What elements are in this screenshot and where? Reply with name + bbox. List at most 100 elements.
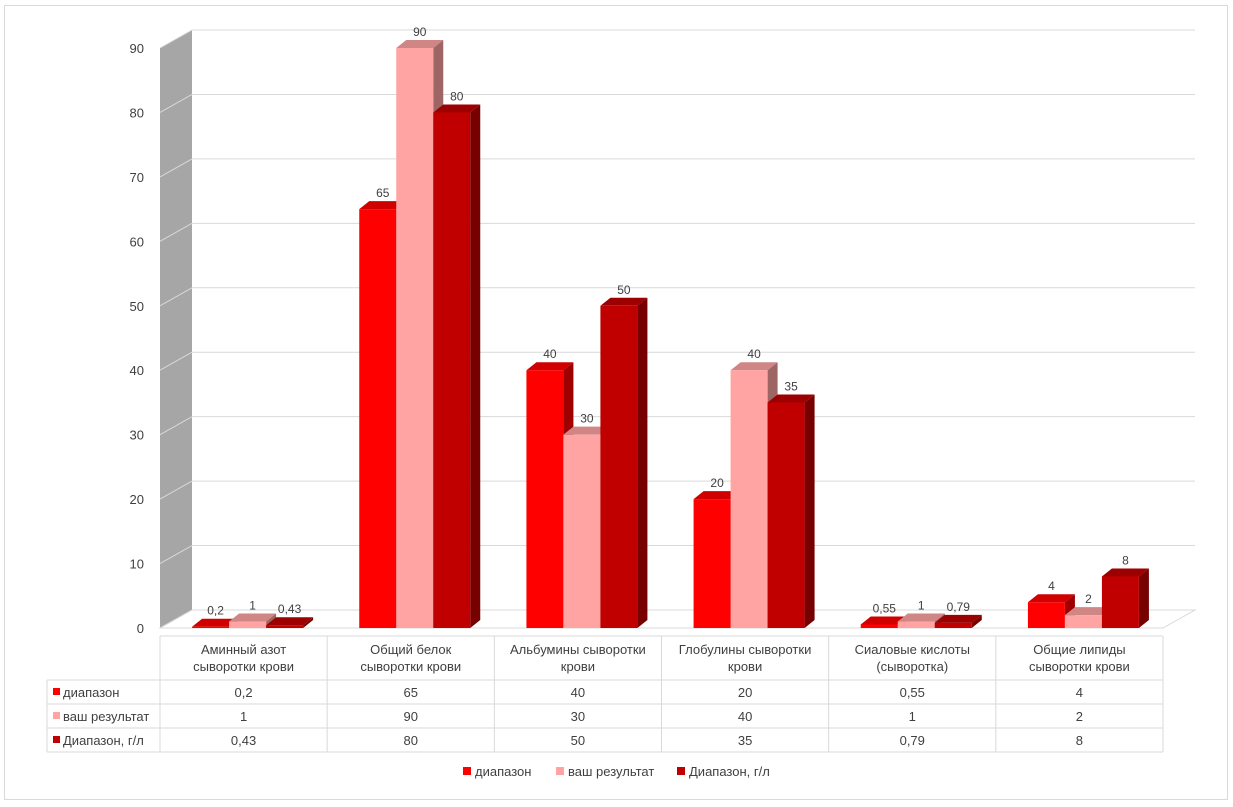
bar-front (396, 48, 434, 628)
bar-top (600, 297, 648, 306)
bar-front (767, 402, 805, 628)
category-label: (сыворотка) (876, 659, 948, 674)
bar-front (1064, 615, 1102, 628)
data-label: 0,79 (947, 600, 971, 614)
bar-top (433, 104, 481, 113)
legend-label: диапазон (475, 764, 531, 779)
table-cell: 0,79 (900, 733, 925, 748)
bar-front (1101, 576, 1139, 628)
table-cell: 8 (1076, 733, 1083, 748)
bar-top (526, 362, 574, 371)
bars (192, 40, 1149, 628)
y-tick-label: 60 (130, 234, 144, 249)
category-label: Общие липиды (1033, 642, 1125, 657)
bar-top (897, 613, 945, 622)
data-label: 40 (543, 347, 557, 361)
bar-front (1027, 602, 1065, 628)
bar-side (1138, 568, 1149, 628)
bar (266, 617, 314, 628)
bar-top (266, 617, 314, 626)
data-label: 40 (747, 347, 761, 361)
legend-label: ваш результат (568, 764, 654, 779)
bar-front (730, 370, 768, 628)
table-cell: 0,2 (235, 685, 253, 700)
y-tick-label: 70 (130, 170, 144, 185)
bar-front (897, 621, 935, 628)
gridline-wall (159, 609, 193, 629)
row-name: диапазон (63, 685, 119, 700)
row-name: ваш результат (63, 709, 149, 724)
gridline-wall (159, 222, 193, 242)
bar-front (693, 499, 731, 628)
table-cell: 40 (571, 685, 585, 700)
row-name: Диапазон, г/л (63, 733, 144, 748)
data-label: 4 (1048, 579, 1055, 593)
legend-key (463, 767, 471, 775)
bar-front (860, 624, 898, 628)
data-label: 0,2 (207, 604, 224, 618)
bar-top (1027, 594, 1075, 603)
category-label: крови (728, 659, 762, 674)
bar (433, 104, 481, 628)
data-table: Аминный азот сыворотки крови Общий белок сы… (46, 635, 1164, 753)
chart-side-wall (158, 30, 1197, 629)
data-label: 0,55 (873, 601, 897, 615)
bar-top (396, 40, 444, 48)
y-tick-label: 50 (130, 299, 144, 314)
table-cell: 90 (404, 709, 418, 724)
bar-side (804, 394, 815, 628)
legend-key (556, 767, 564, 775)
bar-front (526, 370, 564, 628)
data-label: 0,43 (278, 602, 302, 616)
data-label: 90 (413, 25, 427, 39)
data-label: 1 (918, 599, 925, 613)
bar-top (693, 491, 741, 500)
gridline-wall (159, 158, 193, 178)
bar-front (600, 305, 638, 628)
gridline-wall (159, 480, 193, 500)
bar-top (1064, 607, 1112, 616)
table-cell: 2 (1076, 709, 1083, 724)
y-tick-label: 20 (130, 492, 144, 507)
category-label: сыворотки крови (1029, 659, 1130, 674)
table-cell: 35 (738, 733, 752, 748)
y-tick-label: 90 (130, 41, 144, 56)
bar-front (934, 622, 972, 628)
data-label: 20 (710, 476, 724, 490)
y-tick-label: 10 (130, 557, 144, 572)
bar-top (229, 613, 277, 622)
category-label: Глобулины сыворотки (679, 642, 812, 657)
row-legend-key (53, 736, 60, 743)
row-legend-key (53, 712, 60, 719)
side-wall-panel (160, 30, 192, 628)
bar (767, 394, 815, 628)
row-legend-key (53, 688, 60, 695)
bar-top (359, 201, 407, 210)
table-cell: 0,55 (900, 685, 925, 700)
y-tick-label: 40 (130, 363, 144, 378)
bar-top (1101, 568, 1149, 577)
table-cell: 30 (571, 709, 585, 724)
category-label: Сиаловые кислоты (855, 642, 970, 657)
bar (600, 297, 648, 628)
category-label: крови (561, 659, 595, 674)
bar-side (637, 297, 648, 628)
gridline-wall (159, 351, 193, 371)
bar-top (860, 616, 908, 625)
table-cell: 40 (738, 709, 752, 724)
gridline-wall (159, 94, 193, 113)
data-label: 80 (450, 89, 464, 103)
legend-label: Диапазон, г/л (689, 764, 770, 779)
table-cell: 50 (571, 733, 585, 748)
bar-front (266, 625, 304, 628)
bar-front (192, 626, 230, 628)
bar-side (971, 614, 982, 628)
bar-front (229, 621, 267, 628)
category-label: Общий белок (370, 642, 451, 657)
bar-front (359, 209, 397, 628)
data-labels: 0,2 1 0,43 65 90 80 40 30 50 20 40 35 0,55 1 0,79 4 2 8 (207, 25, 1129, 618)
bar-front (433, 112, 471, 628)
legend: диапазон ваш результат Диапазон, г/л (463, 764, 770, 779)
table-cell: 80 (404, 733, 418, 748)
category-label: Альбумины сыворотки (510, 642, 646, 657)
